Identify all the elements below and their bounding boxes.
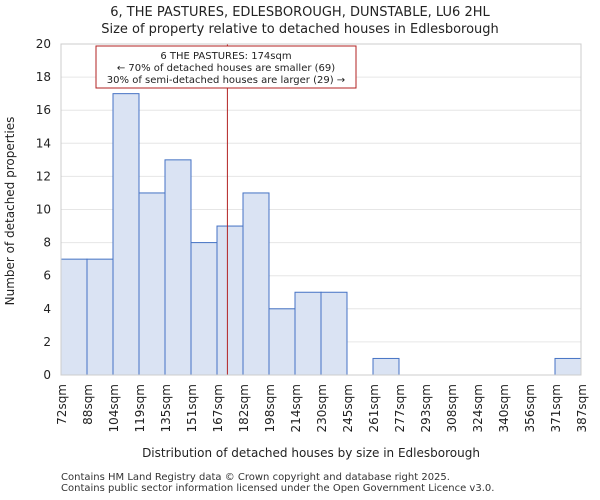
y-tick-label: 0 [43,368,51,382]
footer-line1: Contains HM Land Registry data © Crown c… [61,472,450,483]
x-tick-label: 72sqm [55,384,69,425]
y-tick-label: 2 [43,335,51,349]
bar [86,258,114,376]
plot-frame [60,43,582,376]
x-tick-label: 182sqm [237,384,251,432]
bar [320,291,348,376]
x-tick-label: 245sqm [341,384,355,432]
x-axis-ticks: 72sqm 88sqm 104sqm 119sqm 135sqm 151sqm 167sqm… [55,384,589,432]
annotation-line1: 6 THE PASTURES: 174sqm [160,51,291,62]
histogram-chart: 6, THE PASTURES, EDLESBOROUGH, DUNSTABLE… [3,5,589,460]
footer-line2: Contains public sector information licen… [61,483,495,494]
bar [164,159,192,376]
x-tick-label: 293sqm [419,384,433,432]
x-tick-label: 261sqm [367,384,381,432]
bar [216,225,244,376]
x-tick-label: 340sqm [497,384,511,432]
x-tick-label: 371sqm [549,384,563,432]
annotation-line3: 30% of semi-detached houses are larger (… [107,75,345,86]
annotation-border [95,45,357,89]
y-tick-label: 12 [36,169,51,183]
bar [60,258,88,376]
bar [554,357,582,376]
x-tick-label: 324sqm [471,384,485,432]
y-tick-label: 4 [43,302,51,316]
x-tick-label: 277sqm [393,384,407,432]
x-tick-label: 135sqm [159,384,173,432]
x-axis-label: Distribution of detached houses by size … [142,446,480,460]
y-tick-label: 10 [36,203,51,217]
y-tick-label: 14 [36,136,51,150]
x-tick-label: 230sqm [315,384,329,432]
annotation-box: 6 THE PASTURES: 174sqm ← 70% of detached… [95,45,357,89]
bar [372,357,400,376]
x-tick-label: 214sqm [289,384,303,432]
footer: Contains HM Land Registry data © Crown c… [61,472,494,494]
bar [242,192,270,376]
chart-title-line2: Size of property relative to detached ho… [101,22,499,37]
annotation-line2: ← 70% of detached houses are smaller (69… [117,63,335,74]
x-tick-label: 88sqm [81,384,95,425]
bar [112,93,140,376]
y-tick-label: 18 [36,70,51,84]
x-tick-label: 198sqm [263,384,277,432]
x-tick-label: 308sqm [445,384,459,432]
y-axis-ticks: 0 2 4 6 8 10 12 14 16 18 20 [36,37,51,382]
chart-title-line1: 6, THE PASTURES, EDLESBOROUGH, DUNSTABLE… [110,5,490,20]
x-tick-label: 167sqm [211,384,225,432]
y-tick-label: 20 [36,37,51,51]
bars-group [60,93,582,376]
y-tick-label: 16 [36,103,51,117]
y-tick-label: 8 [43,236,51,250]
x-tick-label: 151sqm [185,384,199,432]
bar [268,308,296,376]
x-tick-label: 119sqm [133,384,147,432]
x-tick-label: 356sqm [523,384,537,432]
y-axis-label: Number of detached properties [3,117,17,306]
bar [138,192,166,376]
bar [294,291,322,376]
y-tick-label: 6 [43,269,51,283]
x-tick-label: 387sqm [575,384,589,432]
x-tick-label: 104sqm [107,384,121,432]
bar [190,242,218,376]
